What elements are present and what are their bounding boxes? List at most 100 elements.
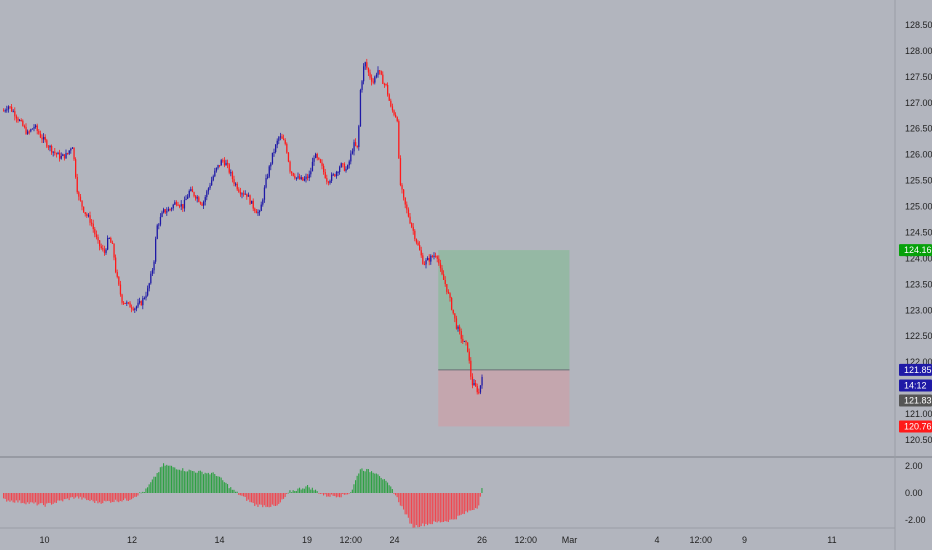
candle-body [271,152,274,164]
candle-body [17,118,19,121]
oscillator-bar-134 [217,476,219,493]
candle-body [316,153,318,158]
candle-body [107,238,109,250]
oscillator-bar-183 [295,491,297,493]
oscillator-bar-58 [95,493,97,501]
candle-264 [425,258,427,269]
candle-135 [219,165,221,168]
oscillator-bar-12 [22,493,24,503]
candle-34 [57,151,59,155]
candle-220 [355,138,357,147]
candle-body [30,129,32,132]
oscillator-bar-30 [51,493,53,505]
candle-254 [409,213,411,225]
oscillator-bar-173 [279,493,281,503]
candle-body [361,81,363,90]
candle-body [220,160,222,166]
candle-175 [283,134,285,141]
candle-body [95,234,98,238]
candle-80 [131,304,133,313]
candle-143 [231,170,234,183]
candle-119 [193,191,195,198]
price-tick-10: 125.50 [905,176,932,186]
candle-body [358,126,360,148]
time-tick-2: 14 [215,535,225,545]
oscillator-bar-40 [67,493,69,499]
candle-180 [291,171,293,176]
oscillator-bar-44 [73,493,75,499]
candle-body [468,351,470,361]
candle-body [63,154,66,159]
candle-286 [460,328,462,343]
candle-45 [75,157,77,179]
candle-90 [147,285,149,297]
candle-body [259,211,261,213]
candle-body [151,270,154,274]
price-tag-label-2: 14:12 [904,380,927,390]
candle-128 [207,187,210,195]
oscillator-bar-112 [182,468,184,493]
oscillator-bar-201 [324,493,326,495]
oscillator-bar-29 [49,493,51,504]
candle-256 [412,222,414,235]
candle-body [113,243,115,258]
oscillator-bar-171 [276,493,278,506]
candle-33 [55,152,58,158]
candle-113 [183,196,186,212]
candle-body [25,127,27,134]
oscillator-bar-139 [225,482,227,493]
candle-body [92,223,94,230]
candle-body [239,191,242,195]
price-tick-13: 127.00 [905,98,932,108]
oscillator-bar-77 [126,493,128,501]
oscillator-bar-91 [148,484,150,493]
candle-body [396,117,398,122]
oscillator-bar-210 [339,493,341,498]
candle-body [65,153,67,159]
oscillator-bar-78 [127,493,129,502]
candle-3 [7,105,10,113]
oscillator-bar-200 [323,493,325,496]
oscillator-bar-180 [291,492,293,493]
oscillator-bar-208 [335,493,337,498]
candle-body [371,77,373,82]
candle-224 [361,80,363,93]
candle-299 [481,374,483,389]
candle-body [148,283,150,289]
candle-94 [153,260,155,274]
oscillator-bar-227 [366,468,368,493]
oscillator-bar-122 [198,470,200,493]
oscillator-bar-145 [235,491,237,493]
candle-body [132,308,134,310]
oscillator-bar-146 [236,491,238,493]
oscillator-bar-231 [372,472,374,493]
oscillator-bar-295 [475,493,477,509]
candle-63 [103,245,106,256]
candle-body [68,150,70,154]
candle-body [345,168,347,171]
oscillator-bar-206 [332,493,334,496]
oscillator-bar-260 [419,493,421,528]
oscillator-bar-258 [415,493,417,526]
oscillator-bar-147 [238,493,240,495]
candle-body [275,144,277,153]
candle-152 [246,193,248,200]
candle-205 [331,172,333,183]
candle-171 [276,138,278,149]
candle-95 [155,236,157,264]
candle-31 [52,151,54,157]
candle-body [299,176,301,180]
candle-232 [374,75,376,85]
oscillator-bar-83 [135,493,137,497]
time-tick-12: 11 [827,535,836,545]
oscillator-bar-71 [116,493,118,502]
candle-body [311,161,314,172]
oscillator-bar-234 [377,474,379,493]
candle-72 [118,276,120,286]
oscillator-bar-152 [246,493,248,501]
oscillator-bar-104 [169,465,171,493]
candle-body [452,309,454,314]
candle-body [54,151,56,154]
oscillator-bar-196 [316,491,318,493]
candle-body [262,199,264,205]
